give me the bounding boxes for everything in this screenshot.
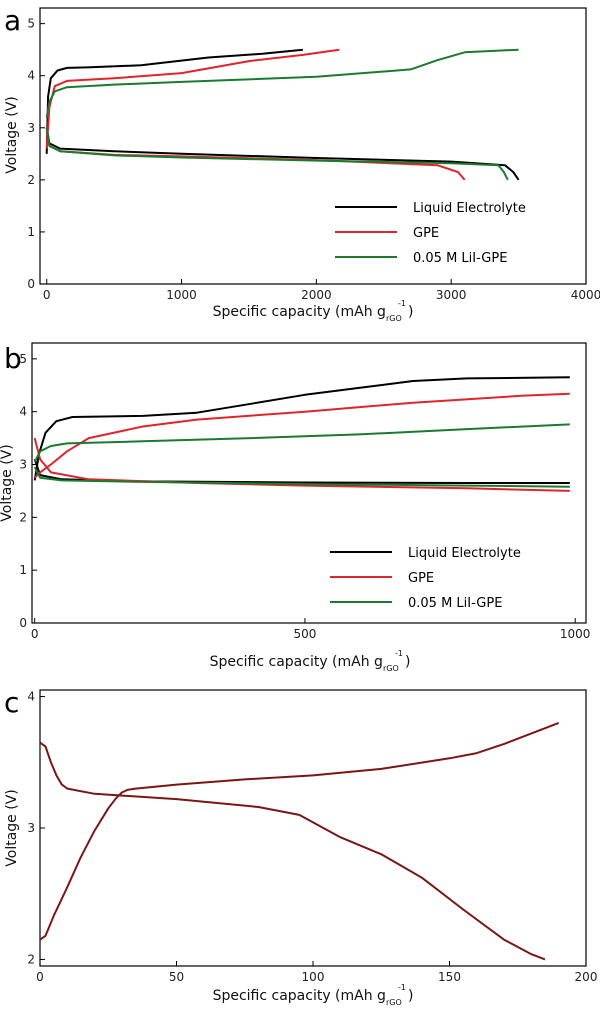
panel-a-ticks: 0 1000 2000 3000 4000 0 1 2 3 4 5 (27, 17, 600, 302)
panel-a-series (45, 48, 520, 181)
series-line-3-discharge (45, 127, 509, 181)
panel-b-xlabel-end: ) (405, 654, 410, 670)
y-tick-label: 3 (19, 458, 27, 472)
panel-c-xlabel-sub: rGO (386, 998, 402, 1007)
panel-c-xlabel-sup: -1 (398, 983, 406, 992)
legend-label-1: Liquid Electrolyte (413, 201, 526, 216)
panel-b-ticks: 0 500 1000 0 1 2 3 4 5 (19, 352, 590, 641)
series-line-2-charge (45, 48, 340, 149)
panel-b-letter: b (4, 342, 22, 375)
y-tick-label: 4 (19, 405, 27, 419)
panel-a-ylabel: Voltage (V) (4, 96, 20, 173)
panel-a-letter: a (4, 4, 21, 37)
x-tick-label: 0 (36, 970, 44, 984)
x-tick-label: 1000 (166, 288, 197, 302)
panel-a-plot-frame (39, 7, 587, 285)
legend-label-1: Liquid Electrolyte (408, 546, 521, 561)
panel-c-ylabel: Voltage (V) (4, 789, 20, 866)
x-tick-label: 0 (31, 627, 39, 641)
y-tick-label: 5 (27, 17, 35, 31)
panel-b-series (33, 376, 570, 492)
series-line-1-charge (39, 721, 560, 941)
series-line-3-charge (45, 48, 519, 118)
series-line-1-discharge (45, 127, 520, 181)
panel-a-xlabel-sup: -1 (398, 299, 406, 308)
x-tick-label: 100 (302, 970, 325, 984)
x-tick-label: 200 (575, 970, 598, 984)
panel-a-xlabel: Specific capacity (mAh grGO -1) (213, 299, 414, 323)
y-tick-label: 3 (27, 121, 35, 135)
y-tick-label: 3 (27, 821, 35, 835)
panel-c-letter: c (4, 686, 19, 719)
panel-a-legend: Liquid Electrolyte GPE 0.05 M LiI-GPE (335, 201, 526, 266)
panel-b-xlabel: Specific capacity (mAh grGO -1) (210, 649, 411, 673)
y-tick-label: 5 (19, 352, 27, 366)
series-line-3-discharge (33, 466, 570, 488)
series-line-3-charge (33, 423, 570, 463)
legend-label-3: 0.05 M LiI-GPE (408, 596, 502, 611)
y-tick-label: 4 (27, 69, 35, 83)
panel-b-chart: b 0 500 1000 0 1 2 3 4 5 Liquid Electrolyte GPE 0.… (0, 342, 590, 673)
panel-b-plot-frame (31, 342, 587, 624)
x-tick-label: 50 (169, 970, 184, 984)
panel-b-xlabel-sub: rGO (383, 664, 399, 673)
panel-c-xlabel-end: ) (408, 988, 413, 1004)
y-tick-label: 2 (19, 510, 27, 524)
x-tick-label: 2000 (301, 288, 332, 302)
panel-c-series (39, 721, 560, 961)
x-tick-label: 3000 (436, 288, 467, 302)
x-tick-label: 0 (43, 288, 51, 302)
panel-a-chart: a 0 1000 2000 3000 4000 0 1 2 3 4 5 Liquid Electro… (4, 4, 600, 323)
x-tick-label: 500 (293, 627, 316, 641)
x-tick-label: 150 (438, 970, 461, 984)
y-tick-label: 1 (27, 225, 35, 239)
y-tick-label: 2 (27, 173, 35, 187)
panel-b-legend: Liquid Electrolyte GPE 0.05 M LiI-GPE (330, 546, 521, 611)
panel-c-xlabel: Specific capacity (mAh grGO -1) (213, 983, 414, 1007)
panel-a-xlabel-main: Specific capacity (mAh g (213, 304, 386, 320)
y-tick-label: 0 (19, 616, 27, 630)
panel-c-plot-frame (39, 689, 587, 967)
panel-c-ticks: 0 50 100 150 200 2 3 4 (27, 690, 597, 984)
panel-c-chart: c 0 50 100 150 200 2 3 4 Voltage (V) Specific c… (4, 686, 597, 1007)
panel-a-xlabel-end: ) (408, 304, 413, 320)
panel-c-xlabel-main: Specific capacity (mAh g (213, 988, 386, 1004)
y-tick-label: 2 (27, 952, 35, 966)
legend-label-2: GPE (413, 226, 439, 241)
y-tick-label: 4 (27, 690, 35, 704)
panel-b-ylabel: Voltage (V) (0, 444, 15, 521)
panel-b-xlabel-main: Specific capacity (mAh g (210, 654, 383, 670)
series-line-1-charge (33, 376, 570, 481)
x-tick-label: 1000 (560, 627, 591, 641)
series-line-1-charge (45, 48, 304, 154)
series-line-1-discharge (39, 741, 546, 961)
panel-b-xlabel-sup: -1 (395, 649, 403, 658)
y-tick-label: 1 (19, 563, 27, 577)
legend-label-3: 0.05 M LiI-GPE (413, 251, 507, 266)
x-tick-label: 4000 (571, 288, 600, 302)
legend-label-2: GPE (408, 571, 434, 586)
y-tick-label: 0 (27, 277, 35, 291)
panel-a-xlabel-sub: rGO (386, 314, 402, 323)
